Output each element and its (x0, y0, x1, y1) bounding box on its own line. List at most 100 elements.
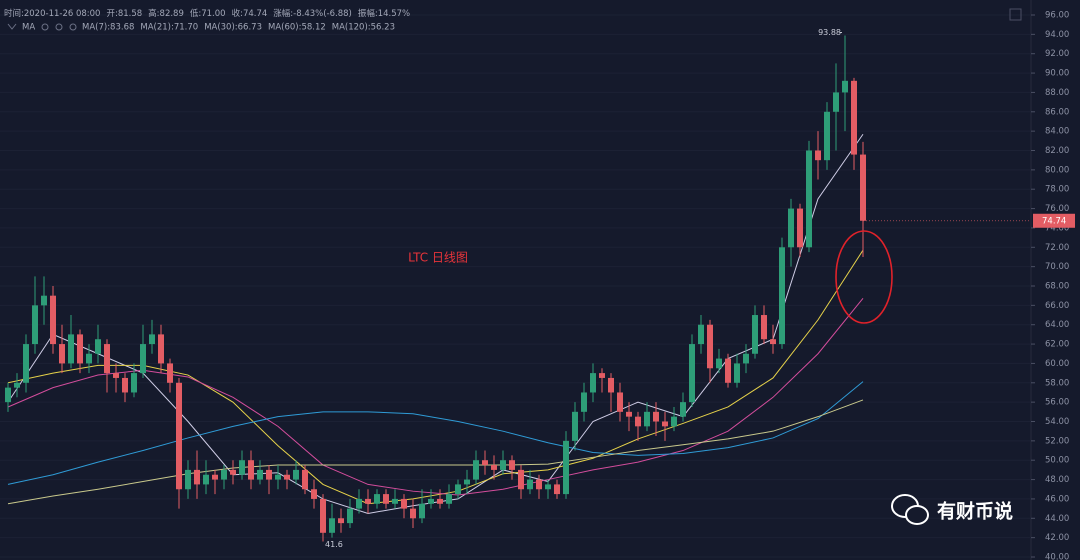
watermark-text: 有财币说 (937, 500, 1013, 523)
y-tick-label: 60.00 (1045, 359, 1069, 369)
candle-body (32, 305, 38, 345)
candle-body (554, 484, 560, 495)
y-tick-label: 52.00 (1045, 436, 1069, 446)
candle-body (140, 344, 146, 374)
ma-line (7, 297, 864, 496)
y-tick-label: 84.00 (1045, 127, 1069, 137)
candle-body (824, 111, 830, 161)
candle-body (788, 208, 794, 248)
candle-body (446, 494, 452, 504)
y-tick-label: 74.00 (1045, 223, 1069, 233)
legend-entry: MA(7):83.68 (82, 23, 134, 33)
candle-body (410, 508, 416, 519)
candle-body (293, 469, 299, 480)
y-tick-label: 76.00 (1045, 204, 1069, 214)
candle-body (419, 503, 425, 519)
header-field: 低:71.00 (190, 8, 226, 19)
candle-body (563, 440, 569, 495)
header-field: 涨幅:-8.43%(-6.88) (273, 8, 352, 19)
candle-body (365, 498, 371, 504)
candle-body (392, 498, 398, 504)
ma-line (7, 381, 864, 485)
legend: MA MA(7):83.68 MA(21):71.70 MA(30):66.73 MA… (7, 23, 395, 33)
collapse-icon[interactable] (7, 23, 17, 30)
candle-body (545, 484, 551, 490)
y-tick-label: 48.00 (1045, 475, 1069, 485)
y-tick-label: 58.00 (1045, 378, 1069, 388)
y-tick-label: 40.00 (1045, 553, 1069, 560)
y-tick-label: 42.00 (1045, 533, 1069, 543)
candle-body (95, 339, 101, 354)
candle-body (617, 392, 623, 412)
highlight-circle (835, 230, 893, 324)
candle-body (689, 344, 695, 403)
candle-body (14, 382, 20, 388)
candle-body (5, 387, 11, 403)
candle-body (680, 402, 686, 417)
settings-icon[interactable] (1009, 8, 1022, 21)
y-tick-label: 90.00 (1045, 69, 1069, 79)
candle-body (248, 460, 254, 480)
header-field: 收:74.74 (232, 8, 268, 19)
candle-body (464, 479, 470, 485)
candle-body (221, 469, 227, 480)
candle-body (608, 377, 614, 393)
candle-body (284, 474, 290, 480)
candle-body (194, 469, 200, 485)
y-tick-label: 66.00 (1045, 301, 1069, 311)
y-tick-label: 88.00 (1045, 88, 1069, 98)
y-tick-label: 70.00 (1045, 262, 1069, 272)
candle-body (320, 498, 326, 533)
candle-body (599, 373, 605, 378)
y-tick-label: 78.00 (1045, 185, 1069, 195)
candle-body (644, 411, 650, 427)
candle-body (104, 344, 110, 374)
candle-body (212, 474, 218, 480)
candle-body (842, 80, 848, 93)
header-field: 时间:2020-11-26 08:00 (4, 8, 100, 19)
high-label: 93.88 (818, 28, 841, 37)
icon[interactable] (69, 23, 77, 31)
y-tick-label: 72.00 (1045, 243, 1069, 253)
candle-body (707, 324, 713, 369)
y-tick-label: 46.00 (1045, 494, 1069, 504)
candle-body (401, 498, 407, 509)
y-tick-label: 44.00 (1045, 514, 1069, 524)
icon[interactable] (55, 23, 63, 31)
annotation: LTC 日线图 (408, 251, 468, 265)
candle-body (68, 334, 74, 364)
candle-body (761, 315, 767, 340)
legend-entry: MA(60):58.12 (268, 23, 326, 33)
candle-body (536, 479, 542, 490)
ma-label: MA (22, 23, 35, 33)
y-tick-label: 82.00 (1045, 146, 1069, 156)
y-tick-label: 64.00 (1045, 320, 1069, 330)
candle-body (257, 469, 263, 480)
candle-body (626, 411, 632, 417)
candle-body (149, 334, 155, 345)
candle-body (86, 353, 92, 364)
y-tick-label: 62.00 (1045, 340, 1069, 350)
candle-body (122, 377, 128, 393)
candle-body (797, 208, 803, 248)
candle-body (437, 498, 443, 504)
candle-body (176, 382, 182, 490)
ma-line (7, 249, 864, 505)
candle-body (374, 494, 380, 504)
candle-body (356, 498, 362, 509)
candle-body (473, 460, 479, 480)
y-tick-label: 80.00 (1045, 165, 1069, 175)
last-price-label: 74.74 (1042, 216, 1066, 226)
candle-body (491, 465, 497, 470)
icon[interactable] (41, 23, 49, 31)
candle-body (734, 363, 740, 383)
candle-body (581, 392, 587, 412)
y-tick-label: 54.00 (1045, 417, 1069, 427)
candle-body (590, 373, 596, 393)
candle-body (329, 518, 335, 533)
candle-body (347, 508, 353, 524)
y-tick-label: 96.00 (1045, 11, 1069, 21)
candle-body (77, 334, 83, 364)
candle-body (41, 295, 47, 306)
